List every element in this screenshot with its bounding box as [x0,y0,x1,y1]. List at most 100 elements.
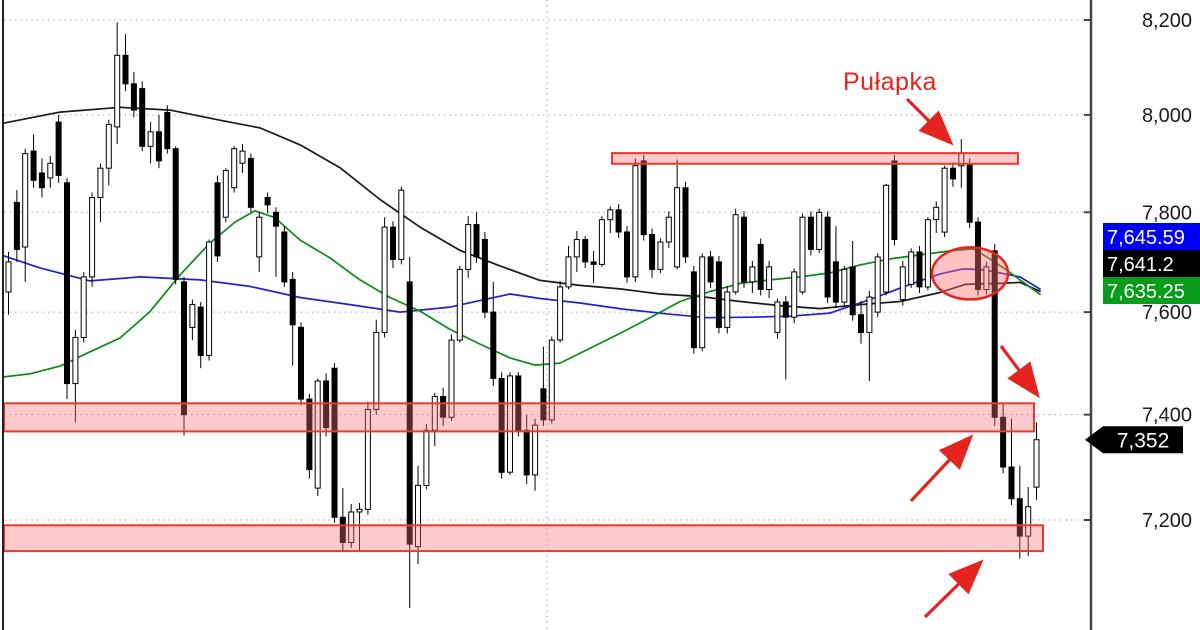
candle-down [406,281,413,545]
candle-up [222,170,229,218]
axis-label: 8,200 [1142,10,1192,32]
selloff-arrow [909,434,974,503]
candle-up [933,206,940,221]
candle-down [440,396,447,418]
candle-up [699,256,706,349]
candle-up [674,187,681,268]
candle-up [657,241,664,270]
candle-up [548,339,555,421]
black-ma-value-label: 7,641.2 [1107,254,1174,276]
candle-down [649,234,656,270]
candle-up [381,226,388,333]
candle-up [147,131,154,147]
candle-down [55,121,62,176]
candle-up [874,256,881,313]
support-zone-7400 [3,402,1035,433]
candle-up [598,219,605,265]
candle-up [665,216,672,243]
candle-down [155,131,162,162]
candle-down [38,172,45,189]
candle-up [456,268,463,341]
candle-up [373,331,380,410]
candle-down [289,278,296,326]
black-ma-value-tag [1103,250,1200,277]
candle-down [975,221,981,290]
candle-up [231,148,238,189]
candle-up [565,256,572,288]
candle-down [590,261,597,265]
blue-ma-value-label: 7,645.59 [1107,227,1185,249]
axis-label: 7,600 [1142,302,1192,324]
candle-up [465,224,472,270]
candle-down [891,160,898,240]
candle-up [239,150,246,164]
candle-up [348,511,355,543]
candle-down [264,197,271,206]
candle-down [172,148,179,280]
candle-down [950,167,956,180]
candle-up [557,286,564,341]
candle-up [507,375,513,473]
candle-down [707,256,714,283]
candle-down [197,306,204,356]
candle-down [181,281,187,416]
trap-annotation-label: Pułapka [843,68,937,96]
candle-up [791,271,798,318]
candle-up [632,165,639,278]
candle-up [431,396,438,431]
candle-up [724,291,731,328]
candle-down [214,182,221,257]
candle-down [164,112,171,150]
candle-down [247,157,254,208]
candle-down [139,88,146,147]
green-ma-value-label: 7,635.25 [1107,281,1185,303]
candle-down [741,216,747,283]
axis-label: 7,800 [1142,202,1192,224]
candle-down [273,211,279,227]
candle-up [189,304,196,328]
axis-label: 7,200 [1142,510,1192,532]
candle-down [715,261,722,328]
candle-up [866,296,873,333]
candle-down [281,231,288,283]
candle-down [615,209,622,233]
candle-up [1033,439,1040,488]
candle-up [22,153,29,248]
candle-up [206,241,213,356]
candle-down [540,388,547,421]
candle-up [732,214,739,293]
candle-down [473,224,480,258]
annotation-ellipse [930,246,1010,301]
green-ma-value-tag [1103,277,1200,304]
candle-up [573,239,580,258]
candle-up [398,189,405,260]
candle-up [941,167,948,233]
candle-down [690,271,697,349]
candle-up [607,209,614,221]
candle-up [924,219,931,288]
candle-down [13,201,20,250]
candle-down [858,314,864,334]
candle-up [256,216,263,258]
candle-down [331,367,338,518]
candle-down [640,160,647,236]
zone-break-arrow [999,345,1040,399]
candle-up [841,268,848,303]
candle-down [481,239,488,313]
candle-up [97,167,104,198]
candle-down [782,301,789,318]
axis-label: 8,000 [1142,105,1192,127]
candle-down [498,378,505,473]
candle-down [849,266,856,316]
candle-up [114,54,121,128]
bottom-zone-arrow [923,559,984,619]
candle-down [64,182,70,385]
candle-up [799,216,806,293]
blue-ma-value-tag [1103,223,1200,250]
candle-up [72,337,79,385]
candle-down [523,429,530,476]
candle-down [832,261,839,303]
candle-down [490,311,497,379]
